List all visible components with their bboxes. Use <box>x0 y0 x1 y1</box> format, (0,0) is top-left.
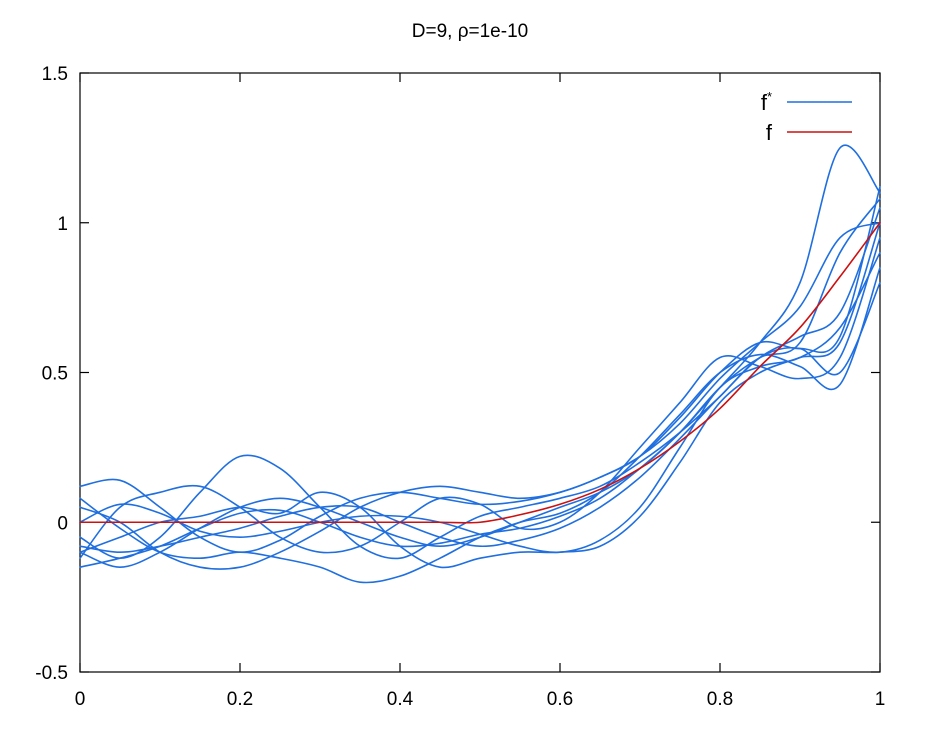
x-tick-label: 0.4 <box>387 689 414 710</box>
series-line-f <box>79 221 881 524</box>
series-line-f-star-1 <box>79 186 881 554</box>
series-line-f-star-5 <box>79 221 881 570</box>
y-tick-label: 1.5 <box>42 64 68 85</box>
legend-label: f* <box>761 89 772 115</box>
legend: f* f <box>761 89 852 145</box>
series-line-f-star-6 <box>79 206 881 553</box>
x-tick-label: 0.2 <box>227 689 253 710</box>
x-tick-label: 0.6 <box>547 689 573 710</box>
series-line-f-star-8 <box>79 251 881 554</box>
y-tick-label: 1 <box>57 214 68 235</box>
legend-label: f <box>766 120 773 145</box>
y-tick-label: -0.5 <box>35 663 68 684</box>
axis-tick-labels: 0 0.2 0.4 0.6 0.8 1 -0.5 0 0.5 1 1.5 <box>35 64 885 710</box>
series-line-f-star-9 <box>79 266 881 584</box>
series-line-f-star-3 <box>79 281 881 560</box>
legend-superscript: * <box>767 89 772 104</box>
y-tick-label: 0.5 <box>42 364 68 385</box>
series-group <box>79 144 881 584</box>
x-tick-label: 0.8 <box>707 689 733 710</box>
axis-ticks <box>79 72 881 673</box>
x-tick-label: 0 <box>75 689 86 710</box>
chart-title: D=9, ρ=1e-10 <box>412 21 528 42</box>
series-line-f-star-2 <box>79 236 881 559</box>
series-line-f-star-7 <box>79 197 881 568</box>
x-tick-label: 1 <box>875 689 886 710</box>
series-line-f-star-10 <box>79 221 881 569</box>
y-tick-label: 0 <box>57 513 68 534</box>
